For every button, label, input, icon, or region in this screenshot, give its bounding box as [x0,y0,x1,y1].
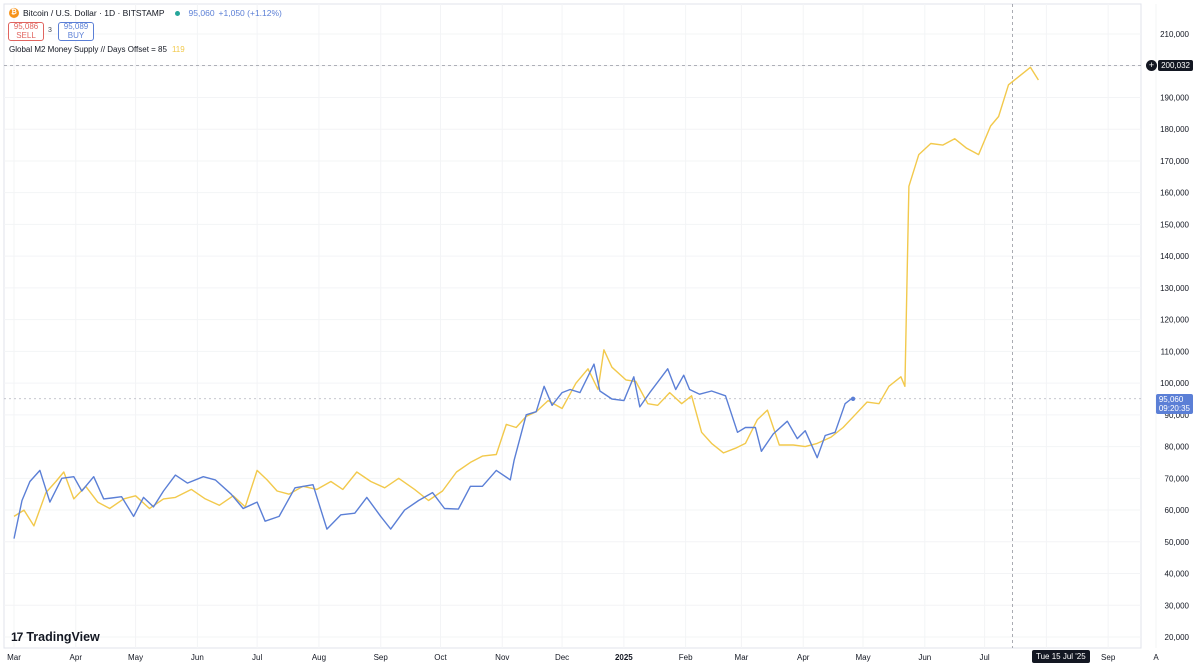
y-tick-label: 90,000 [1165,411,1190,420]
x-tick-label: Mar [7,653,21,662]
btc-countdown: 09:20:35 [1158,404,1190,413]
y-tick-label: 30,000 [1165,601,1190,610]
x-tick-label: Mar [735,653,749,662]
x-tick-label: Nov [495,653,509,662]
y-tick-label: 60,000 [1165,506,1190,515]
y-tick-label: 140,000 [1160,252,1189,261]
x-tick-label: Feb [679,653,693,662]
indicator-legend[interactable]: Global M2 Money Supply // Days Offset = … [9,45,185,54]
y-tick-label: 50,000 [1165,538,1190,547]
btc-last-point [850,396,856,401]
y-tick-label: 20,000 [1165,633,1190,642]
tradingview-logo-icon: 17 [11,630,23,644]
y-tick-label: 100,000 [1160,379,1189,388]
spread-value: 3 [48,27,52,34]
x-tick-label: Jul [252,653,262,662]
x-tick-label: Sep [374,653,389,662]
symbol-title: Bitcoin / U.S. Dollar · 1D · BITSTAMP [23,8,165,18]
y-tick-label: 130,000 [1160,284,1189,293]
x-tick-label: Dec [555,653,569,662]
x-tick-label: Apr [70,653,83,662]
m2-supply-line [13,66,1039,527]
x-tick-label: A [1153,653,1159,662]
x-tick-label: Aug [312,653,326,662]
indicator-value: 119 [171,45,185,54]
y-tick-label: 180,000 [1160,125,1189,134]
btc-price-tag: 95,060 09:20:35 [1155,394,1193,414]
y-tick-label: 80,000 [1165,443,1190,452]
buy-label: BUY [67,30,85,40]
sell-price: 95,086 [13,22,39,31]
y-tick-label: 120,000 [1160,316,1189,325]
y-tick-label: 170,000 [1160,157,1189,166]
buy-price: 95,089 [63,22,89,31]
x-tick-label: May [128,653,143,662]
x-tick-label: Sep [1101,653,1116,662]
y-tick-label: 70,000 [1165,474,1190,483]
sell-button[interactable]: 95,086 SELL [8,22,44,41]
btc-price-line [13,363,854,539]
y-tick-label: 150,000 [1160,220,1189,229]
tradingview-logo[interactable]: 17 TradingView [11,630,100,644]
bitcoin-icon: ₿ [9,8,19,18]
y-tick-label: 110,000 [1161,347,1190,356]
symbol-legend[interactable]: ₿ Bitcoin / U.S. Dollar · 1D · BITSTAMP … [9,8,282,18]
sell-label: SELL [16,30,36,40]
y-tick-label: 190,000 [1160,93,1189,102]
x-tick-label: Jul [979,653,989,662]
x-tick-label: May [855,653,870,662]
market-status-icon [174,10,180,16]
last-price: 95,060 [188,8,215,18]
x-tick-label: Jun [918,653,931,662]
x-tick-label: 2025 [615,653,633,662]
y-tick-label: 40,000 [1165,570,1190,579]
buy-button[interactable]: 95,089 BUY [58,22,94,41]
x-tick-label: Apr [797,653,810,662]
x-tick-label: Oct [434,653,447,662]
y-tick-label: 210,000 [1160,30,1189,39]
indicator-name: Global M2 Money Supply // Days Offset = … [9,45,167,54]
btc-price-tag-value: 95,060 [1158,395,1184,404]
x-tick-label: Jun [191,653,204,662]
plot-frame [3,3,1142,649]
price-change: +1,050 (+1.12%) [218,8,282,18]
crosshair-date-tag: Tue 15 Jul '25 [1032,650,1090,663]
logo-text: TradingView [26,630,100,644]
y-tick-label: 160,000 [1160,189,1189,198]
crosshair-price-tag: 200,032 [1158,60,1193,71]
add-alert-icon[interactable]: + [1146,60,1157,71]
